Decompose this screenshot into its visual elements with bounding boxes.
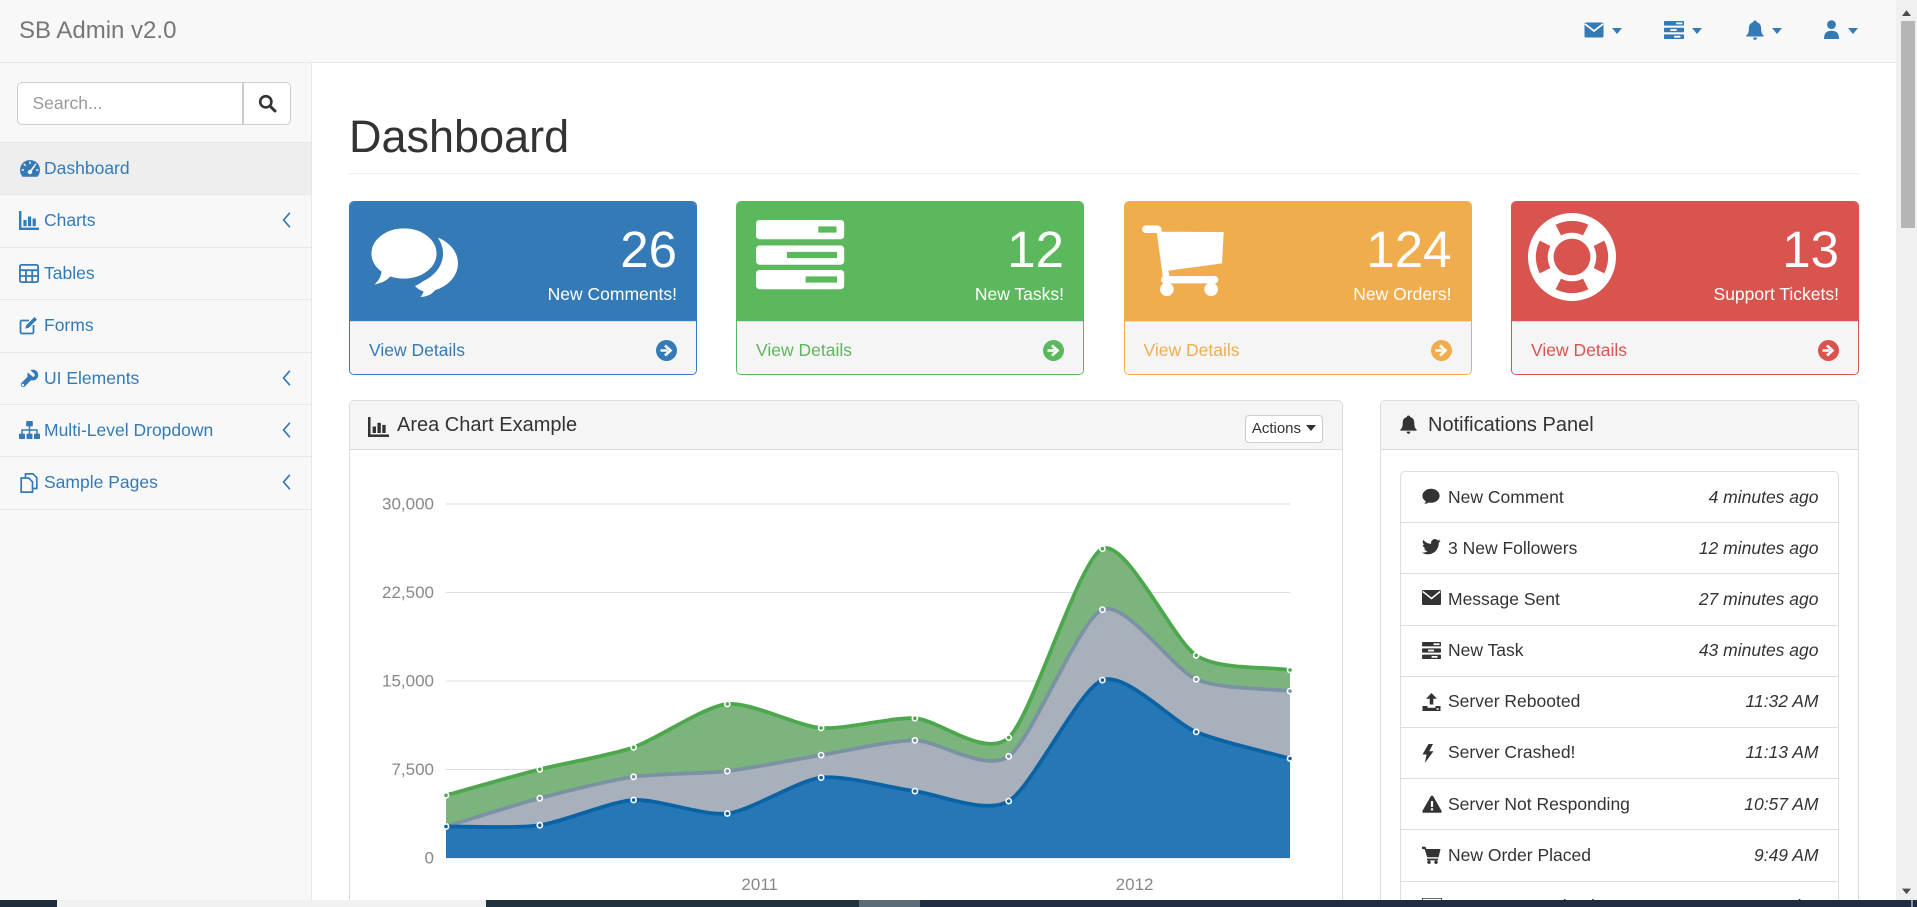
svg-text:2011: 2011	[741, 875, 778, 894]
svg-text:30,000: 30,000	[382, 495, 434, 514]
svg-text:7,500: 7,500	[391, 760, 434, 779]
svg-text:0: 0	[425, 849, 434, 868]
svg-text:22,500: 22,500	[382, 583, 434, 602]
svg-text:2012: 2012	[1116, 875, 1154, 894]
svg-text:15,000: 15,000	[382, 672, 434, 691]
